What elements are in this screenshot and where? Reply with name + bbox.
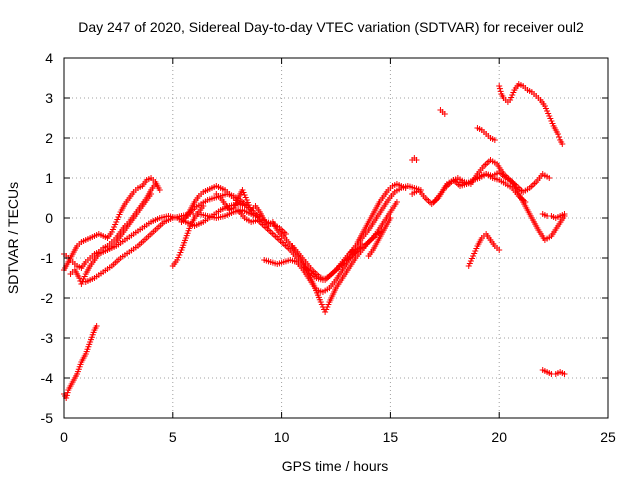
data-point bbox=[63, 392, 70, 399]
data-point bbox=[496, 83, 503, 89]
data-point bbox=[491, 137, 498, 143]
data-point bbox=[559, 141, 566, 147]
data-point bbox=[393, 199, 400, 205]
x-tick-label: 25 bbox=[600, 429, 616, 445]
data-points bbox=[61, 81, 568, 401]
x-tick-label: 0 bbox=[60, 429, 68, 445]
y-tick-label: 0 bbox=[45, 210, 53, 226]
y-tick-label: -2 bbox=[41, 290, 54, 306]
data-point bbox=[496, 247, 503, 253]
y-tick-label: 4 bbox=[45, 50, 53, 66]
data-point bbox=[496, 85, 503, 92]
axis-ticks: 0 5 10 15 20 25 -5 -4 -3 -2 -1 0 1 2 3 4 bbox=[41, 50, 616, 445]
data-point bbox=[148, 191, 155, 197]
data-point bbox=[93, 323, 100, 329]
x-tick-label: 15 bbox=[383, 429, 399, 445]
x-tick-label: 20 bbox=[491, 429, 507, 445]
data-point bbox=[402, 185, 409, 191]
y-tick-label: -5 bbox=[41, 410, 54, 426]
x-tick-label: 10 bbox=[274, 429, 290, 445]
data-point bbox=[387, 215, 394, 221]
y-tick-label: -4 bbox=[41, 370, 54, 386]
y-tick-label: 2 bbox=[45, 130, 53, 146]
data-point bbox=[156, 187, 163, 193]
plot-frame bbox=[63, 57, 609, 419]
chart-title: Day 247 of 2020, Sidereal Day-to-day VTE… bbox=[78, 19, 584, 35]
data-point bbox=[64, 389, 71, 396]
data-point bbox=[76, 275, 83, 281]
y-axis-label: SDTVAR / TECUs bbox=[5, 182, 21, 294]
data-point bbox=[554, 131, 561, 137]
data-point bbox=[546, 175, 553, 181]
y-tick-label: -1 bbox=[41, 250, 54, 266]
data-point bbox=[497, 88, 504, 95]
x-tick-label: 5 bbox=[169, 429, 177, 445]
x-axis-label: GPS time / hours bbox=[282, 458, 389, 474]
y-tick-label: -3 bbox=[41, 330, 54, 346]
data-point bbox=[556, 134, 563, 140]
data-point bbox=[561, 371, 568, 377]
data-point bbox=[441, 111, 448, 117]
data-point bbox=[239, 201, 246, 207]
data-point bbox=[561, 211, 568, 217]
data-point bbox=[152, 181, 159, 187]
y-tick-label: 1 bbox=[45, 170, 53, 186]
y-tick-label: 3 bbox=[45, 90, 53, 106]
data-point bbox=[413, 157, 420, 163]
